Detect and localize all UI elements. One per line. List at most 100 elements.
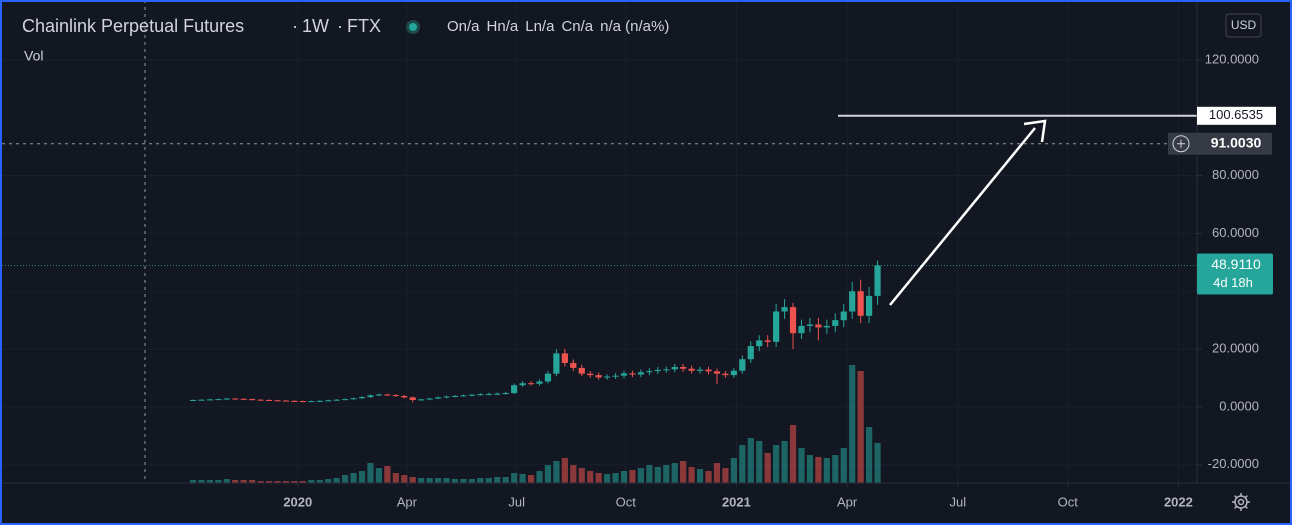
volume-bar: [249, 480, 256, 483]
x-tick-label: Oct: [1058, 494, 1079, 509]
volume-bar: [468, 479, 475, 483]
volume-bar: [502, 477, 509, 483]
candle-body: [798, 325, 805, 334]
candle-body: [367, 395, 374, 398]
candle-body: [806, 324, 814, 326]
candle-body: [477, 394, 484, 396]
candle-body: [409, 397, 416, 400]
settings-icon[interactable]: [1232, 493, 1250, 511]
chart-title: Chainlink Perpetual Futures: [22, 16, 244, 36]
candle-body: [223, 398, 230, 400]
candle-body: [215, 399, 222, 401]
candle-body: [232, 398, 239, 400]
volume-bar: [604, 474, 611, 483]
candle-body: [722, 373, 729, 376]
candle-body: [198, 399, 205, 401]
candle-body: [358, 397, 366, 399]
plot-area: [2, 114, 1197, 483]
volume-bar: [358, 471, 366, 483]
volume-bar: [206, 480, 213, 483]
volume-bar: [536, 471, 543, 483]
candle-body: [384, 394, 391, 396]
candle-body: [756, 340, 763, 347]
legend-value: n/a: [497, 18, 519, 35]
candle-body: [747, 346, 754, 360]
volume-bar: [815, 457, 822, 483]
candle-body: [189, 399, 197, 401]
candle-body: [857, 291, 864, 316]
candle-body: [257, 399, 264, 401]
volume-bar: [299, 481, 306, 483]
volume-bar: [857, 371, 864, 483]
x-tick-label: 2020: [283, 494, 312, 509]
candle-body: [240, 398, 247, 400]
legend-value: n/a: [572, 18, 594, 35]
volume-bar: [789, 425, 797, 483]
candle-body: [705, 369, 712, 372]
volume-bar: [240, 480, 247, 483]
candle-body: [840, 311, 847, 321]
crosshair-label-box: [1168, 132, 1272, 155]
x-tick-label: Jul: [950, 494, 967, 509]
price-labels: 100.6535 91.0030 48.9110 4d 18h: [1168, 106, 1276, 295]
candle-body: [265, 399, 273, 401]
gear-teeth: [1232, 493, 1250, 511]
volume-bar: [798, 448, 805, 483]
crosshair-plus: [1177, 139, 1185, 148]
candle-body: [730, 370, 737, 376]
volume-bar: [595, 473, 602, 483]
currency[interactable]: USD: [1231, 18, 1257, 32]
y-tick-label: 0.0000: [1219, 398, 1259, 413]
candle-body: [401, 395, 408, 398]
horizontal-line-label-box: [1197, 106, 1276, 125]
candle-body: [832, 320, 839, 326]
candle-body: [494, 393, 501, 395]
legend-key: L: [525, 18, 533, 35]
volume-bar: [620, 471, 628, 483]
volume-bar: [663, 465, 670, 483]
volume-bar: [375, 468, 383, 483]
candle-body: [206, 399, 213, 401]
volume-bar: [553, 461, 560, 483]
legend-key: H: [487, 18, 498, 35]
legend-key: O: [447, 18, 459, 35]
volume-bar: [418, 478, 425, 483]
volume-bar: [832, 455, 839, 483]
volume-bar: [189, 480, 197, 483]
volume-bar: [401, 475, 408, 483]
x-tick-label: Apr: [397, 494, 418, 509]
candle-body: [595, 375, 602, 378]
candle-body: [308, 401, 315, 403]
volume-bar: [747, 438, 754, 483]
volume-bar: [865, 427, 873, 483]
volume-bar: [367, 463, 374, 483]
candle-body: [663, 369, 670, 371]
legend-value: n/a: [459, 18, 481, 35]
volume-bar: [511, 473, 518, 483]
candle-body: [274, 400, 281, 402]
candle-body: [519, 383, 526, 386]
candle-body: [536, 381, 543, 384]
arrow-head: [1023, 119, 1047, 143]
volume-bar: [477, 478, 484, 483]
candle-body: [316, 400, 323, 402]
legend-value: n/a: [534, 18, 556, 35]
interval[interactable]: 1W: [302, 16, 329, 36]
candle-body: [443, 396, 450, 398]
candle-body: [485, 393, 492, 395]
volume-bar: [612, 473, 619, 483]
currency-box[interactable]: [1225, 13, 1262, 38]
legend-key: C: [561, 18, 572, 35]
candle-body: [865, 295, 873, 316]
candle-body: [282, 400, 290, 402]
volume-bar: [806, 455, 814, 483]
volume-bar: [291, 481, 298, 483]
volume-bar: [460, 479, 467, 483]
volume-bar: [764, 453, 771, 483]
candle-body: [451, 395, 459, 397]
candle-body: [434, 397, 442, 399]
volume-bar: [756, 441, 763, 483]
y-tick-label: 120.0000: [1205, 51, 1259, 66]
volume-bar: [781, 441, 788, 483]
